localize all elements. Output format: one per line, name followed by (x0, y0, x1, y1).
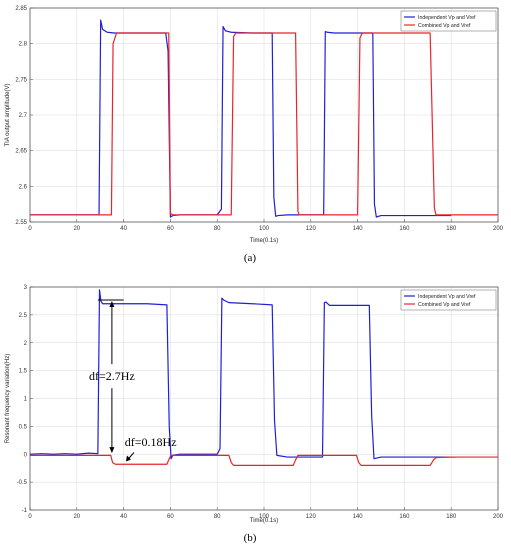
df-arrowhead-up (109, 300, 115, 307)
chart-b-y-tick-label: -1 (22, 508, 28, 514)
chart-b-caption: (b) (244, 532, 257, 544)
chart-b-y-axis-label: Resonant frequency variation(Hz) (5, 354, 11, 443)
chart-a-x-tick-label: 60 (167, 226, 174, 232)
chart-a-y-tick-label: 2.7 (19, 113, 28, 119)
chart-a-x-ticks: 0 20 40 60 80 100 120 140 160 180 200 (28, 219, 504, 232)
chart-b-legend-box (400, 289, 497, 311)
chart-b-y-tick-label: 1.5 (19, 369, 28, 375)
chart-a-legend-box (400, 10, 497, 32)
chart-b-x-tick-label: 40 (120, 514, 127, 520)
chart-b-annotations: df=2.7Hz df=0.18Hz (89, 299, 177, 462)
chart-b-y-tick-label: 3 (24, 285, 28, 291)
chart-b-x-axis-label: Time(0.1s) (250, 518, 278, 524)
chart-a-x-tick-label: 40 (120, 226, 127, 232)
chart-a-legend-label-independent: Independent Vp and Vref (418, 15, 476, 21)
chart-b-x-tick-label: 140 (353, 514, 364, 520)
chart-b-x-tick-label: 20 (73, 514, 80, 520)
chart-b: 0 20 40 60 80 100 120 140 160 180 200 -1 -0.5 0 0.5 1 1… (5, 285, 504, 544)
chart-a-y-tick-label: 2.55 (15, 220, 27, 226)
df-large-annotation: df=2.7Hz (89, 369, 135, 383)
chart-a-y-tick-label: 2.75 (15, 77, 27, 83)
chart-b-y-tick-label: 2 (24, 341, 28, 347)
chart-a-y-tick-label: 2.65 (15, 149, 27, 155)
df-small-annotation: df=0.18Hz (125, 435, 177, 449)
chart-b-y-tick-label: 0 (24, 452, 28, 458)
df-arrowhead-down (109, 447, 115, 454)
chart-b-x-tick-label: 100 (259, 514, 270, 520)
chart-b-x-tick-label: 80 (214, 514, 221, 520)
chart-b-y-tick-label: 0.5 (19, 424, 28, 430)
chart-b-x-tick-label: 60 (167, 514, 174, 520)
chart-b-x-tick-label: 180 (446, 514, 457, 520)
chart-a-x-tick-label: 20 (73, 226, 80, 232)
chart-b-series-combined-line (30, 454, 498, 466)
chart-a-x-tick-label: 140 (353, 226, 364, 232)
chart-a-series-combined-line (30, 32, 498, 216)
chart-a-x-tick-label: 80 (214, 226, 221, 232)
chart-a-x-tick-label: 0 (28, 226, 32, 232)
chart-a-series-independent-line (30, 19, 452, 218)
chart-b-x-ticks: 0 20 40 60 80 100 120 140 160 180 200 (28, 507, 504, 520)
chart-a-x-tick-label: 100 (259, 226, 270, 232)
chart-a-x-tick-label: 200 (493, 226, 504, 232)
chart-a-y-ticks: 2.55 2.6 2.65 2.7 2.75 2.8 2.85 (15, 6, 33, 226)
chart-a-y-tick-label: 2.85 (15, 6, 27, 12)
chart-a-x-tick-label: 180 (446, 226, 457, 232)
chart-b-series (29, 289, 498, 466)
chart-b-x-tick-label: 120 (306, 514, 317, 520)
chart-b-x-tick-label: 160 (399, 514, 410, 520)
chart-b-y-tick-label: 2.5 (19, 313, 28, 319)
chart-b-y-tick-label: 1 (24, 397, 28, 403)
chart-b-x-tick-label: 200 (493, 514, 504, 520)
chart-b-legend-label-combined: Combined Vp and Vref (418, 302, 471, 308)
chart-a: 0 20 40 60 80 100 120 140 160 180 200 2.552.62.652… (5, 6, 504, 264)
chart-a-y-tick-label: 2.6 (19, 184, 28, 190)
chart-b-y-ticks: -1 -0.5 0 0.5 1 1.5 2 2.5 3 (17, 285, 33, 514)
chart-b-grid (29, 286, 499, 511)
chart-a-caption: (a) (244, 252, 257, 264)
chart-a-x-tick-label: 120 (306, 226, 317, 232)
chart-b-y-tick-label: -0.5 (17, 480, 28, 486)
chart-a-legend-label-combined: Combined Vp and Vref (418, 23, 471, 29)
df-small-arrowhead (125, 455, 131, 462)
chart-a-x-axis-label: Time(0.1s) (250, 238, 278, 244)
chart-b-legend: Independent Vp and Vref Combined Vp and … (400, 289, 497, 311)
chart-a-y-axis-label: TIA output amplitude(V) (5, 83, 11, 146)
chart-a-series (30, 19, 498, 218)
chart-a-x-tick-label: 160 (399, 226, 410, 232)
chart-b-x-tick-label: 0 (28, 514, 32, 520)
chart-a-y-tick-label: 2.8 (19, 42, 28, 48)
chart-b-legend-label-independent: Independent Vp and Vref (418, 294, 476, 300)
chart-a-legend: Independent Vp and Vref Combined Vp and … (400, 10, 497, 32)
chart-b-series-independent-line (29, 289, 456, 460)
